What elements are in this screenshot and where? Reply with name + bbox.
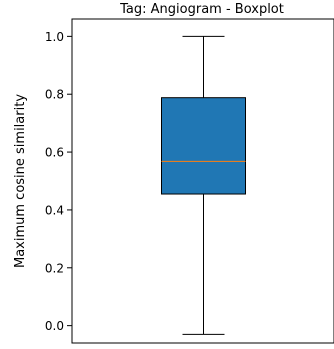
y-axis-ticks: 0.0 0.2 0.4 0.6 0.8 1.0	[45, 30, 72, 333]
y-tick-label: 1.0	[45, 30, 64, 44]
y-tick-label: 0.0	[45, 319, 64, 333]
y-axis-label: Maximum cosine similarity	[13, 94, 28, 268]
axes-frame	[71, 18, 334, 344]
y-tick-label: 0.2	[45, 261, 64, 275]
chart-title: Tag: Angiogram - Boxplot	[119, 2, 284, 17]
iqr-box	[161, 97, 246, 195]
y-tick-label: 0.6	[45, 146, 64, 160]
plot-area	[71, 18, 334, 344]
y-tick-label: 0.8	[45, 88, 64, 102]
boxplot-group	[161, 35, 246, 335]
y-tick-label: 0.4	[45, 203, 64, 217]
